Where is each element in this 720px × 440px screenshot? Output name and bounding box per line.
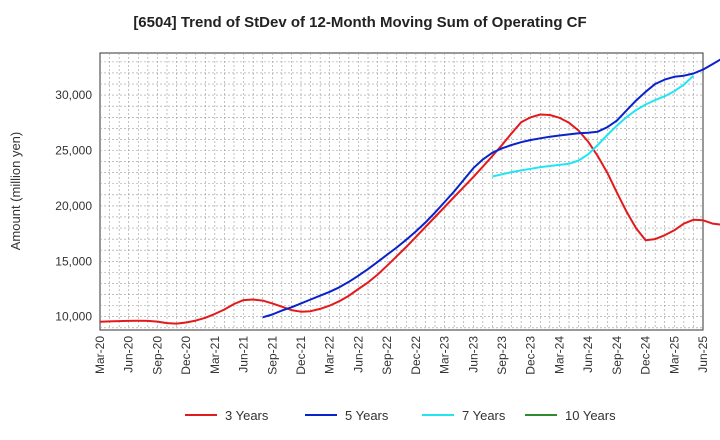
x-tick-label: Mar-24 [552, 336, 566, 374]
x-tick-label: Mar-25 [667, 336, 681, 374]
grid-lines [100, 53, 703, 330]
x-tick-label: Jun-20 [122, 336, 136, 373]
x-tick-label: Dec-21 [294, 336, 308, 375]
series-line-5-years [262, 58, 720, 319]
y-tick-label: 15,000 [55, 254, 92, 268]
x-tick-label: Sep-20 [150, 336, 164, 375]
y-tick-label: 20,000 [55, 199, 92, 213]
y-axis-ticks: 10,000 15,000 20,000 25,000 30,000 [55, 88, 92, 324]
x-tick-label: Mar-21 [208, 336, 222, 374]
x-tick-label: Sep-23 [495, 336, 509, 375]
x-tick-label: Jun-21 [237, 336, 251, 373]
legend-label: 3 Years [225, 408, 269, 423]
plot-area [99, 52, 704, 331]
x-tick-label: Dec-23 [524, 336, 538, 375]
x-tick-label: Sep-22 [380, 336, 394, 375]
x-tick-label: Jun-24 [581, 336, 595, 373]
y-axis-label: Amount (million yen) [8, 132, 23, 251]
x-tick-label: Mar-22 [323, 336, 337, 374]
chart-title: [6504] Trend of StDev of 12-Month Moving… [133, 14, 587, 31]
x-tick-label: Sep-21 [265, 336, 279, 375]
legend-label: 10 Years [565, 408, 616, 423]
x-tick-label: Dec-20 [179, 336, 193, 375]
series-line-7-years [492, 74, 695, 178]
x-tick-label: Dec-22 [409, 336, 423, 375]
y-tick-label: 30,000 [55, 88, 92, 102]
y-tick-label: 25,000 [55, 144, 92, 158]
y-tick-label: 10,000 [55, 310, 92, 324]
legend: 3 Years 5 Years 7 Years 10 Years [185, 408, 616, 423]
x-tick-label: Sep-24 [610, 336, 624, 375]
x-tick-label: Jun-22 [351, 336, 365, 373]
x-axis-ticks: Mar-20 Jun-20 Sep-20 Dec-20 Mar-21 Jun-21 Sep-… [93, 336, 710, 375]
x-tick-label: Mar-20 [93, 336, 107, 374]
x-tick-label: Dec-24 [639, 336, 653, 375]
x-tick-label: Jun-25 [696, 336, 710, 373]
legend-label: 5 Years [345, 408, 389, 423]
x-tick-label: Mar-23 [438, 336, 452, 374]
x-tick-label: Jun-23 [466, 336, 480, 373]
series-line-3-years [99, 113, 720, 325]
legend-label: 7 Years [462, 408, 506, 423]
series-lines [99, 58, 720, 325]
